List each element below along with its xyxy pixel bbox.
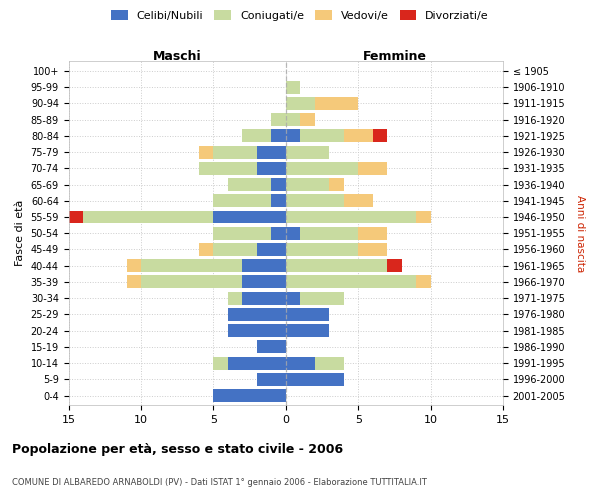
Bar <box>257 340 286 353</box>
Bar <box>257 146 286 158</box>
Bar <box>242 130 271 142</box>
Bar <box>358 243 387 256</box>
Bar <box>271 130 286 142</box>
Bar <box>242 292 286 304</box>
Bar <box>257 162 286 175</box>
Text: COMUNE DI ALBAREDO ARNABOLDI (PV) - Dati ISTAT 1° gennaio 2006 - Elaborazione TU: COMUNE DI ALBAREDO ARNABOLDI (PV) - Dati… <box>12 478 427 487</box>
Bar <box>358 226 387 239</box>
Bar <box>286 130 300 142</box>
Bar <box>286 259 387 272</box>
Bar <box>286 146 329 158</box>
Bar <box>286 210 416 224</box>
Bar <box>286 292 300 304</box>
Bar <box>141 259 242 272</box>
Bar <box>242 276 286 288</box>
Bar <box>300 113 315 126</box>
Bar <box>257 373 286 386</box>
Bar <box>286 97 315 110</box>
Bar <box>286 194 344 207</box>
Bar <box>286 178 329 191</box>
Y-axis label: Anni di nascita: Anni di nascita <box>575 194 585 272</box>
Bar <box>214 226 271 239</box>
Bar <box>228 178 271 191</box>
Bar <box>358 162 387 175</box>
Bar <box>286 226 300 239</box>
Bar <box>68 210 83 224</box>
Bar <box>228 308 286 321</box>
Bar <box>214 210 286 224</box>
Bar <box>300 130 344 142</box>
Bar <box>416 276 431 288</box>
Bar <box>315 97 358 110</box>
Bar <box>300 292 344 304</box>
Text: Femmine: Femmine <box>362 50 427 63</box>
Bar <box>271 178 286 191</box>
Bar <box>286 324 329 337</box>
Bar <box>257 243 286 256</box>
Bar <box>286 276 416 288</box>
Bar <box>127 276 141 288</box>
Bar <box>271 226 286 239</box>
Bar <box>228 292 242 304</box>
Bar <box>214 243 257 256</box>
Bar <box>286 373 344 386</box>
Bar <box>271 194 286 207</box>
Bar <box>416 210 431 224</box>
Text: Popolazione per età, sesso e stato civile - 2006: Popolazione per età, sesso e stato civil… <box>12 442 343 456</box>
Y-axis label: Fasce di età: Fasce di età <box>15 200 25 266</box>
Bar <box>286 162 358 175</box>
Bar <box>286 356 315 370</box>
Bar <box>315 356 344 370</box>
Bar <box>344 194 373 207</box>
Bar <box>228 356 286 370</box>
Bar <box>373 130 387 142</box>
Text: Maschi: Maschi <box>153 50 202 63</box>
Bar <box>387 259 401 272</box>
Bar <box>271 113 286 126</box>
Bar <box>199 146 214 158</box>
Bar <box>286 308 329 321</box>
Bar <box>300 226 358 239</box>
Bar <box>286 80 300 94</box>
Bar <box>214 194 271 207</box>
Bar <box>228 324 286 337</box>
Bar <box>344 130 373 142</box>
Bar <box>141 276 242 288</box>
Bar <box>199 243 214 256</box>
Bar <box>83 210 214 224</box>
Bar <box>242 259 286 272</box>
Bar <box>329 178 344 191</box>
Bar <box>214 146 257 158</box>
Bar <box>127 259 141 272</box>
Bar <box>286 113 300 126</box>
Bar <box>214 389 286 402</box>
Bar <box>199 162 257 175</box>
Bar <box>214 356 228 370</box>
Bar <box>286 243 358 256</box>
Legend: Celibi/Nubili, Coniugati/e, Vedovi/e, Divorziati/e: Celibi/Nubili, Coniugati/e, Vedovi/e, Di… <box>107 6 493 25</box>
